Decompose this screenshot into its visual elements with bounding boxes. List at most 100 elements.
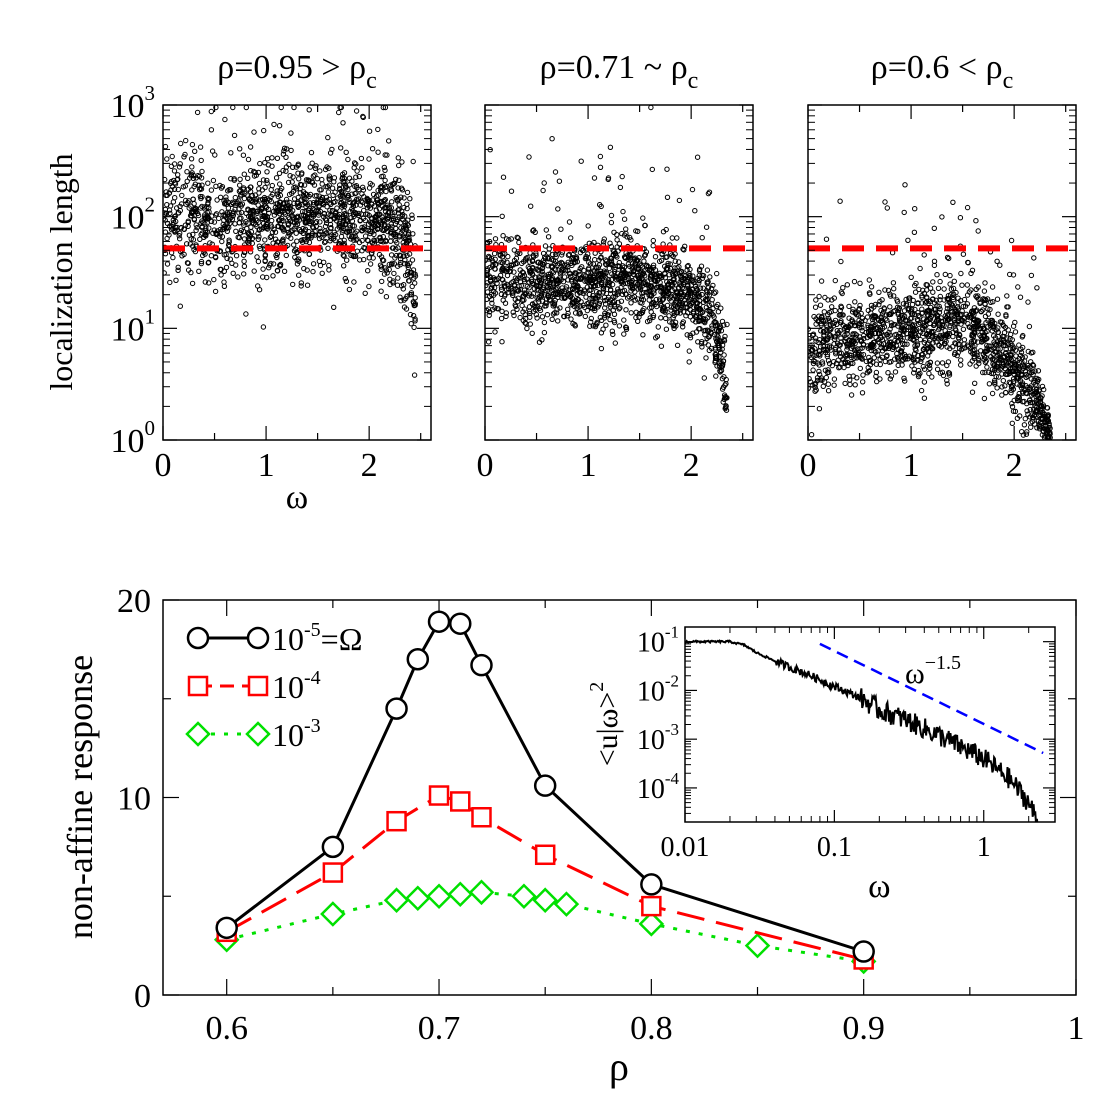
scatter-point [1028, 392, 1035, 398]
scatter-point [663, 326, 670, 332]
scatter-point [1023, 431, 1030, 437]
scatter-point [629, 260, 636, 266]
scatter-point [347, 208, 353, 215]
scatter-point [212, 288, 219, 295]
scatter-point [704, 267, 711, 273]
scatter-point [401, 297, 407, 303]
scatter-point [975, 319, 981, 326]
scatter-point [999, 392, 1005, 398]
scatter-point [592, 257, 598, 263]
scatter-point [302, 200, 309, 207]
scatter-point [237, 146, 243, 152]
scatter-point [972, 338, 978, 344]
data-marker-diamond [426, 883, 452, 910]
scatter-point [223, 194, 229, 200]
scatter-point [273, 208, 279, 214]
scatter-point [294, 249, 300, 255]
scatter-point [912, 311, 918, 317]
scatter-point [514, 306, 520, 312]
scatter-point [341, 175, 348, 182]
scatter-point [1002, 342, 1008, 349]
scatter-point [321, 199, 327, 205]
scatter-point [298, 228, 304, 235]
scatter-point [721, 392, 728, 398]
scatter-point [352, 190, 358, 197]
scatter-point [589, 306, 595, 312]
scatter-point [606, 282, 612, 288]
scatter-point [350, 203, 357, 210]
scatter-point [611, 311, 618, 317]
scatter-point [1033, 394, 1039, 400]
scatter-point [699, 235, 705, 241]
scatter-point [873, 361, 880, 367]
scatter-point [642, 222, 648, 229]
scatter-point [627, 279, 633, 285]
scatter-point [274, 201, 281, 207]
scatter-point [274, 268, 281, 274]
scatter-point [550, 303, 556, 309]
scatter-point [301, 237, 308, 243]
scatter-point [208, 108, 215, 115]
scatter-point [976, 296, 982, 303]
scatter-point [931, 225, 937, 232]
scatter-point [674, 342, 681, 348]
scatter-point [291, 184, 297, 191]
scatter-point [623, 226, 629, 232]
scatter-point [232, 221, 238, 227]
scatter-point [1019, 334, 1025, 340]
legend: 10-5=Ω10-410-3 [185, 619, 363, 753]
scatter-point [400, 240, 406, 246]
scatter-point [536, 259, 542, 265]
scatter-point [188, 269, 194, 276]
scatter-point [837, 354, 844, 360]
scatter-point [293, 223, 299, 229]
scatter-point [373, 217, 379, 224]
scatter-point [936, 326, 942, 333]
scatter-point [678, 276, 684, 282]
scatter-point [567, 273, 574, 280]
scatter-point [972, 347, 978, 353]
scatter-point [895, 310, 902, 316]
scatter-point [913, 347, 919, 354]
scatter-point [623, 325, 630, 331]
scatter-point [573, 298, 579, 305]
scatter-point [317, 219, 323, 225]
scatter-point [278, 105, 284, 111]
scatter-point [254, 254, 260, 260]
scatter-point [600, 289, 606, 295]
scatter-point [532, 274, 538, 280]
data-marker-diamond [405, 885, 431, 911]
scatter-point [261, 127, 267, 134]
scatter-point [208, 253, 215, 259]
scatter-point [372, 227, 378, 233]
scatter-point [512, 296, 518, 302]
scatter-point [163, 176, 168, 183]
scatter-point [995, 311, 1001, 317]
scatter-point [598, 254, 604, 260]
scatter-point [1023, 390, 1029, 396]
scatter-point [279, 237, 286, 244]
scatter-point [982, 349, 989, 355]
scatter-point [411, 372, 418, 378]
scatter-point [317, 228, 324, 235]
scatter-point [399, 159, 405, 165]
scatter-point [961, 296, 968, 303]
scatter-point [849, 309, 856, 315]
scatter-point [864, 370, 871, 376]
scatter-point [214, 228, 221, 234]
scatter-point [177, 236, 183, 242]
scatter-point [944, 362, 950, 369]
scatter-point [326, 173, 333, 179]
scatter-point [593, 295, 599, 301]
data-marker-diamond [744, 932, 771, 959]
scatter-point [269, 217, 275, 224]
scatter-point [890, 280, 897, 286]
scatter-point [248, 224, 254, 230]
scatter-point [241, 195, 248, 202]
scatter-point [817, 302, 824, 308]
scatter-point [831, 376, 838, 382]
scatter-point [1025, 348, 1032, 355]
scatter-point [707, 274, 713, 280]
scatter-point [371, 203, 378, 209]
scatter-point [172, 181, 179, 187]
